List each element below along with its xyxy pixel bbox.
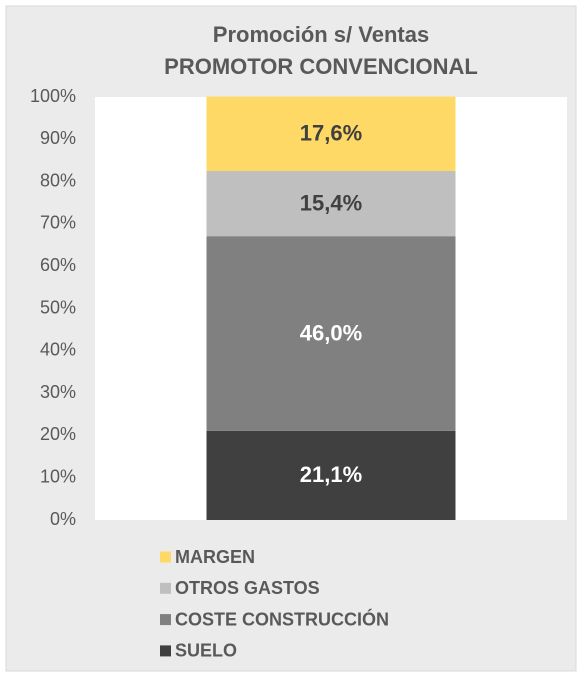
y-tick-label: 0%: [50, 509, 76, 529]
y-tick-label: 20%: [40, 424, 76, 444]
y-tick-label: 70%: [40, 213, 76, 233]
y-tick-label: 90%: [40, 128, 76, 148]
legend-label: OTROS GASTOS: [175, 578, 320, 598]
legend-label: MARGEN: [175, 547, 255, 567]
bar-segment: [206, 430, 456, 520]
bar-segment: [206, 96, 456, 172]
y-tick-label: 30%: [40, 382, 76, 402]
data-label: 17,6%: [300, 121, 362, 146]
y-tick-label: 80%: [40, 170, 76, 190]
chart-subtitle: PROMOTOR CONVENCIONAL: [164, 54, 478, 79]
y-tick-label: 10%: [40, 466, 76, 486]
y-tick-label: 60%: [40, 255, 76, 275]
bar-segment: [206, 171, 456, 237]
legend-swatch: [160, 551, 171, 563]
legend-swatch: [160, 614, 171, 626]
data-label: 21,1%: [300, 462, 362, 487]
y-tick-label: 100%: [30, 86, 76, 106]
legend-label: SUELO: [175, 641, 237, 661]
y-tick-label: 40%: [40, 340, 76, 360]
chart-title: Promoción s/ Ventas: [213, 22, 429, 47]
y-tick-label: 50%: [40, 297, 76, 317]
legend-swatch: [160, 645, 171, 657]
data-label: 15,4%: [300, 190, 362, 215]
legend-swatch: [160, 582, 171, 594]
data-label: 46,0%: [300, 320, 362, 345]
bar-segment: [206, 236, 456, 431]
legend-label: COSTE CONSTRUCCIÓN: [175, 608, 389, 629]
